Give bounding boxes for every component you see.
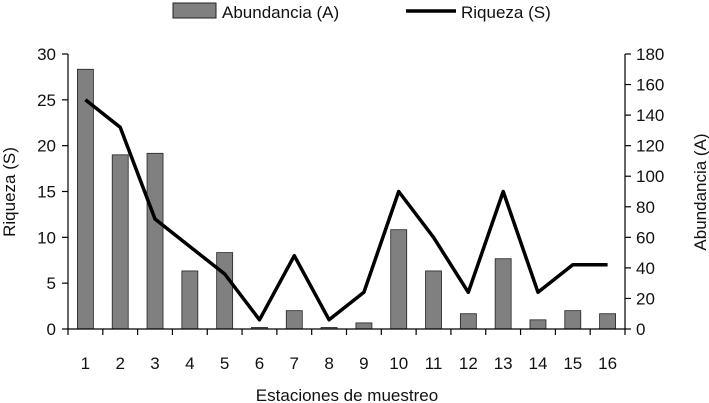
abundancia-bar-12: [459, 313, 477, 330]
right-tick-label-40: 40: [636, 259, 655, 278]
abundancia-bar-7: [285, 310, 303, 330]
left-tick-label-15: 15: [37, 183, 56, 202]
legend-label-abundancia: Abundancia (A): [222, 3, 339, 22]
right-tick-label-160: 160: [636, 76, 664, 95]
right-tick-label-20: 20: [636, 289, 655, 308]
abundancia-bar-11: [425, 270, 442, 330]
abundancia-bar-13: [494, 258, 512, 330]
right-tick-label-100: 100: [636, 167, 664, 186]
left-axis-title: Riqueza (S): [0, 147, 19, 237]
left-tick-label-25: 25: [37, 91, 56, 110]
right-axis-title: Abundancia (A): [691, 133, 709, 250]
right-tick-label-60: 60: [636, 228, 655, 247]
right-tick-label-140: 140: [636, 106, 664, 125]
riqueza-line: [84, 98, 608, 322]
x-tick-label-7: 7: [290, 354, 299, 373]
legend-bar-swatch: [172, 2, 217, 19]
x-tick-label-15: 15: [563, 354, 582, 373]
abundancia-bar-5: [216, 252, 234, 330]
x-tick-label-16: 16: [598, 354, 617, 373]
left-tick-label-0: 0: [47, 320, 56, 339]
legend: Abundancia (A) Riqueza (S): [172, 2, 551, 22]
x-tick-label-8: 8: [324, 354, 333, 373]
x-tick-label-14: 14: [529, 354, 548, 373]
right-tick-label-80: 80: [636, 198, 655, 217]
left-tick-label-5: 5: [47, 274, 56, 293]
x-tick-label-12: 12: [459, 354, 478, 373]
x-tick-label-1: 1: [81, 354, 90, 373]
left-tick-label-20: 20: [37, 137, 56, 156]
abundancia-bar-4: [181, 270, 199, 330]
abundancia-bar-16: [599, 313, 616, 330]
x-tick-label-10: 10: [389, 354, 408, 373]
abundancia-bar-3: [146, 152, 164, 330]
right-tick-label-120: 120: [636, 137, 664, 156]
x-tick-label-4: 4: [185, 354, 194, 373]
right-tick-label-0: 0: [636, 320, 645, 339]
abundancia-bar-9: [355, 322, 373, 330]
abundancia-bar-10: [390, 229, 408, 330]
x-tick-label-5: 5: [220, 354, 229, 373]
abundancia-bar-2: [111, 154, 129, 330]
x-tick-label-6: 6: [255, 354, 264, 373]
abundancia-bar-14: [529, 319, 547, 330]
left-tick-label-10: 10: [37, 228, 56, 247]
x-tick-label-3: 3: [150, 354, 159, 373]
left-tick-label-30: 30: [37, 45, 56, 64]
x-tick-label-2: 2: [115, 354, 124, 373]
abundancia-bar-15: [564, 310, 582, 330]
x-tick-label-11: 11: [425, 354, 443, 373]
legend-label-riqueza: Riqueza (S): [461, 3, 551, 22]
left-ticks: 0 5 10 15 20 25 30: [37, 45, 68, 339]
bar-series: [77, 68, 616, 330]
right-ticks: 0 20 40 60 80 100 120 140 160 180: [625, 45, 664, 339]
x-axis-title: Estaciones de muestreo: [256, 386, 438, 403]
x-ticks: 1 2 3 4 5 6 7 8 9 10 11 12 13 14 15 16: [67, 329, 626, 373]
right-tick-label-180: 180: [636, 45, 664, 64]
x-tick-label-9: 9: [359, 354, 368, 373]
x-tick-label-13: 13: [494, 354, 513, 373]
abundancia-bar-1: [77, 68, 94, 330]
